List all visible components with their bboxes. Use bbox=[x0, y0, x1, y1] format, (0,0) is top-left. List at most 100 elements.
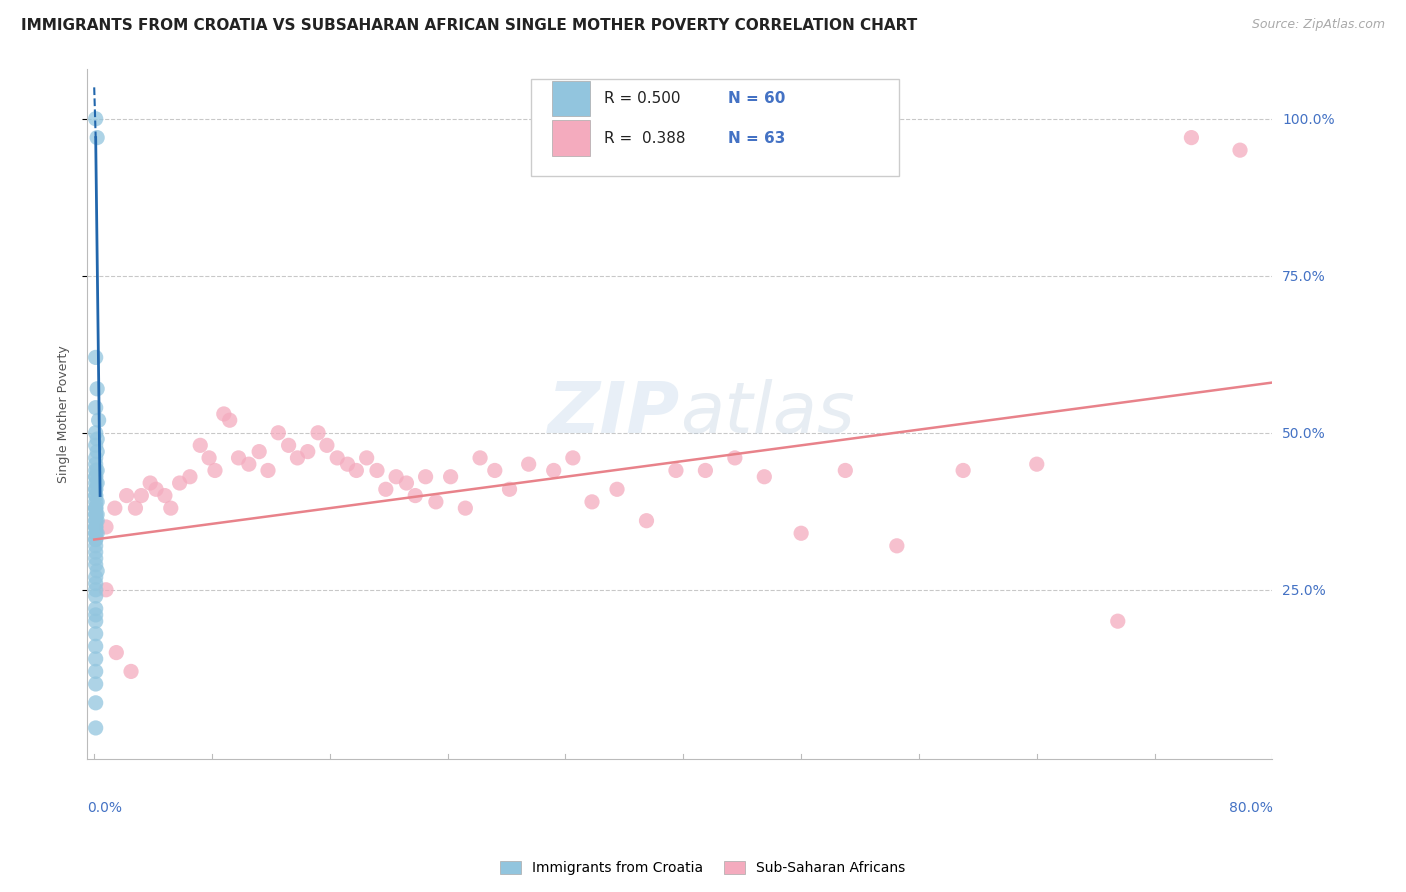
Bar bbox=[551, 80, 589, 117]
Point bbox=[153, 489, 176, 503]
Point bbox=[169, 475, 191, 490]
Point bbox=[336, 457, 359, 471]
Text: atlas: atlas bbox=[679, 379, 855, 449]
Point bbox=[84, 469, 107, 483]
Point bbox=[84, 112, 107, 126]
Point bbox=[94, 520, 117, 534]
Point bbox=[1025, 457, 1047, 471]
Text: N = 60: N = 60 bbox=[728, 91, 786, 106]
Point bbox=[84, 570, 107, 584]
Point bbox=[84, 589, 107, 603]
Point bbox=[287, 450, 309, 465]
Point bbox=[84, 677, 107, 691]
Text: 0.0%: 0.0% bbox=[87, 801, 122, 814]
Point bbox=[84, 495, 107, 509]
Point bbox=[790, 526, 813, 541]
Point bbox=[84, 640, 107, 654]
Point bbox=[84, 501, 107, 516]
Point bbox=[1180, 130, 1202, 145]
Point bbox=[84, 463, 107, 477]
Text: R =  0.388: R = 0.388 bbox=[603, 130, 685, 145]
Point bbox=[84, 539, 107, 553]
Point bbox=[139, 475, 162, 490]
Point bbox=[84, 665, 107, 679]
Point bbox=[1229, 143, 1251, 157]
Bar bbox=[551, 120, 589, 156]
Point bbox=[543, 463, 565, 477]
Point bbox=[84, 614, 107, 628]
Point bbox=[84, 483, 107, 497]
Point bbox=[86, 463, 108, 477]
Point bbox=[104, 501, 127, 516]
Point bbox=[87, 413, 110, 427]
Point bbox=[188, 438, 211, 452]
Point bbox=[606, 483, 628, 497]
Point bbox=[326, 450, 349, 465]
Point bbox=[454, 501, 477, 516]
Point bbox=[498, 483, 520, 497]
Point bbox=[238, 457, 260, 471]
Text: N = 63: N = 63 bbox=[728, 130, 786, 145]
Point bbox=[86, 514, 108, 528]
Point bbox=[665, 463, 688, 477]
Point bbox=[86, 432, 108, 446]
Point bbox=[84, 438, 107, 452]
Point bbox=[834, 463, 856, 477]
Point bbox=[145, 483, 167, 497]
Point bbox=[439, 469, 461, 483]
Point bbox=[84, 425, 107, 440]
Point bbox=[84, 475, 107, 490]
Point bbox=[84, 351, 107, 365]
Point bbox=[86, 526, 108, 541]
Point bbox=[84, 508, 107, 522]
Point bbox=[179, 469, 201, 483]
Point bbox=[754, 469, 776, 483]
Text: R = 0.500: R = 0.500 bbox=[603, 91, 681, 106]
Point bbox=[724, 450, 747, 465]
Point bbox=[84, 401, 107, 415]
Y-axis label: Single Mother Poverty: Single Mother Poverty bbox=[58, 345, 70, 483]
Point bbox=[228, 450, 250, 465]
Point bbox=[374, 483, 396, 497]
Point bbox=[385, 469, 408, 483]
Point bbox=[307, 425, 329, 440]
Point bbox=[86, 495, 108, 509]
Point bbox=[86, 382, 108, 396]
Point bbox=[636, 514, 658, 528]
Point bbox=[84, 551, 107, 566]
Point bbox=[84, 514, 107, 528]
Point bbox=[198, 450, 221, 465]
Point bbox=[124, 501, 146, 516]
Point bbox=[468, 450, 491, 465]
Text: ZIP: ZIP bbox=[547, 379, 679, 449]
Point bbox=[84, 489, 107, 503]
Point bbox=[84, 501, 107, 516]
Point bbox=[952, 463, 974, 477]
Point bbox=[886, 539, 908, 553]
Point bbox=[84, 533, 107, 547]
Point bbox=[84, 582, 107, 597]
Point bbox=[84, 501, 107, 516]
Point bbox=[131, 489, 153, 503]
Point bbox=[84, 520, 107, 534]
Point bbox=[84, 489, 107, 503]
Point bbox=[297, 444, 319, 458]
Point bbox=[212, 407, 235, 421]
FancyBboxPatch shape bbox=[531, 78, 898, 176]
Point bbox=[277, 438, 299, 452]
Point bbox=[695, 463, 717, 477]
Point bbox=[218, 413, 240, 427]
Point bbox=[84, 520, 107, 534]
Point bbox=[366, 463, 388, 477]
Point bbox=[484, 463, 506, 477]
Point bbox=[84, 450, 107, 465]
Point bbox=[84, 652, 107, 666]
Point bbox=[84, 601, 107, 615]
Text: IMMIGRANTS FROM CROATIA VS SUBSAHARAN AFRICAN SINGLE MOTHER POVERTY CORRELATION : IMMIGRANTS FROM CROATIA VS SUBSAHARAN AF… bbox=[21, 18, 917, 33]
Point bbox=[84, 526, 107, 541]
Point bbox=[316, 438, 339, 452]
Point bbox=[581, 495, 603, 509]
Point bbox=[84, 626, 107, 640]
Point bbox=[86, 508, 108, 522]
Point bbox=[84, 520, 107, 534]
